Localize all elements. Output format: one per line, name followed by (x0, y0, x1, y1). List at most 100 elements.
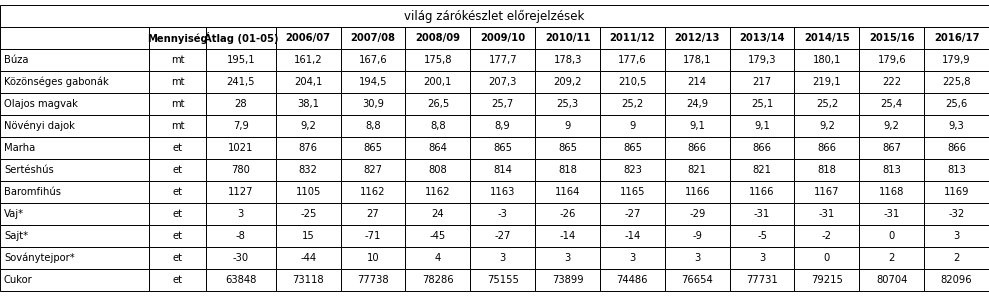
Bar (600, 115, 665, 137)
Text: 3: 3 (953, 231, 959, 241)
Text: mt: mt (171, 99, 184, 109)
Bar (405, 93, 471, 115)
Bar (276, 247, 340, 269)
Text: mt: mt (171, 77, 184, 87)
Bar (0, 269, 149, 291)
Text: 195,1: 195,1 (226, 55, 255, 65)
Bar (149, 225, 206, 247)
Bar (535, 181, 600, 203)
Bar (206, 27, 276, 49)
Text: 161,2: 161,2 (294, 55, 322, 65)
Bar (665, 27, 730, 49)
Bar (730, 225, 794, 247)
Bar (924, 159, 989, 181)
Text: et: et (172, 143, 183, 153)
Bar (405, 137, 471, 159)
Bar (730, 159, 794, 181)
Text: -26: -26 (560, 209, 576, 219)
Text: 1169: 1169 (944, 187, 969, 197)
Text: 866: 866 (947, 143, 966, 153)
Bar (149, 93, 206, 115)
Text: mt: mt (171, 55, 184, 65)
Bar (859, 203, 924, 225)
Bar (859, 115, 924, 137)
Text: 1164: 1164 (555, 187, 581, 197)
Text: mt: mt (171, 121, 184, 131)
Text: 2015/16: 2015/16 (869, 33, 915, 43)
Text: 210,5: 210,5 (618, 77, 647, 87)
Text: 2: 2 (953, 253, 959, 263)
Text: -2: -2 (822, 231, 832, 241)
Bar (340, 115, 405, 137)
Bar (924, 269, 989, 291)
Text: 30,9: 30,9 (362, 99, 384, 109)
Bar (794, 49, 859, 71)
Text: 821: 821 (687, 165, 707, 175)
Bar (405, 181, 471, 203)
Bar (859, 225, 924, 247)
Text: 821: 821 (753, 165, 771, 175)
Text: 865: 865 (558, 143, 577, 153)
Bar (0, 71, 149, 93)
Text: et: et (172, 275, 183, 285)
Bar (924, 71, 989, 93)
Bar (924, 115, 989, 137)
Text: 82096: 82096 (941, 275, 972, 285)
Text: 178,1: 178,1 (683, 55, 711, 65)
Bar (665, 269, 730, 291)
Bar (665, 181, 730, 203)
Text: et: et (172, 209, 183, 219)
Bar (276, 137, 340, 159)
Bar (340, 27, 405, 49)
Bar (149, 49, 206, 71)
Text: -31: -31 (883, 209, 900, 219)
Bar (730, 269, 794, 291)
Bar (471, 115, 535, 137)
Bar (600, 27, 665, 49)
Text: 867: 867 (882, 143, 901, 153)
Text: világ zárókészlet előrejelzések: világ zárókészlet előrejelzések (405, 10, 584, 23)
Text: -71: -71 (365, 231, 381, 241)
Text: 2006/07: 2006/07 (286, 33, 330, 43)
Text: 814: 814 (494, 165, 512, 175)
Text: 864: 864 (428, 143, 447, 153)
Text: 9,2: 9,2 (884, 121, 900, 131)
Bar (340, 269, 405, 291)
Bar (0, 49, 149, 71)
Bar (471, 225, 535, 247)
Text: 818: 818 (818, 165, 837, 175)
Bar (859, 159, 924, 181)
Text: 24,9: 24,9 (686, 99, 708, 109)
Text: Növényi dajok: Növényi dajok (4, 121, 75, 131)
Text: 9: 9 (629, 121, 636, 131)
Text: 813: 813 (882, 165, 901, 175)
Text: 180,1: 180,1 (813, 55, 841, 65)
Bar (206, 115, 276, 137)
Text: 9,2: 9,2 (301, 121, 316, 131)
Bar (405, 247, 471, 269)
Text: 9,1: 9,1 (755, 121, 770, 131)
Text: 177,7: 177,7 (489, 55, 517, 65)
Text: 2007/08: 2007/08 (350, 33, 396, 43)
Bar (794, 247, 859, 269)
Text: 25,7: 25,7 (492, 99, 514, 109)
Bar (206, 49, 276, 71)
Bar (859, 93, 924, 115)
Text: 217: 217 (753, 77, 771, 87)
Text: Sertéshús: Sertéshús (4, 165, 53, 175)
Text: 24: 24 (431, 209, 444, 219)
Text: 4: 4 (435, 253, 441, 263)
Bar (859, 269, 924, 291)
Bar (340, 93, 405, 115)
Text: 2012/13: 2012/13 (674, 33, 720, 43)
Text: 175,8: 175,8 (423, 55, 452, 65)
Text: 1167: 1167 (814, 187, 840, 197)
Text: -44: -44 (301, 253, 316, 263)
Text: 0: 0 (889, 231, 895, 241)
Text: Sajt*: Sajt* (4, 231, 28, 241)
Text: 2014/15: 2014/15 (804, 33, 850, 43)
Bar (924, 27, 989, 49)
Bar (730, 27, 794, 49)
Text: 2011/12: 2011/12 (609, 33, 656, 43)
Bar (149, 181, 206, 203)
